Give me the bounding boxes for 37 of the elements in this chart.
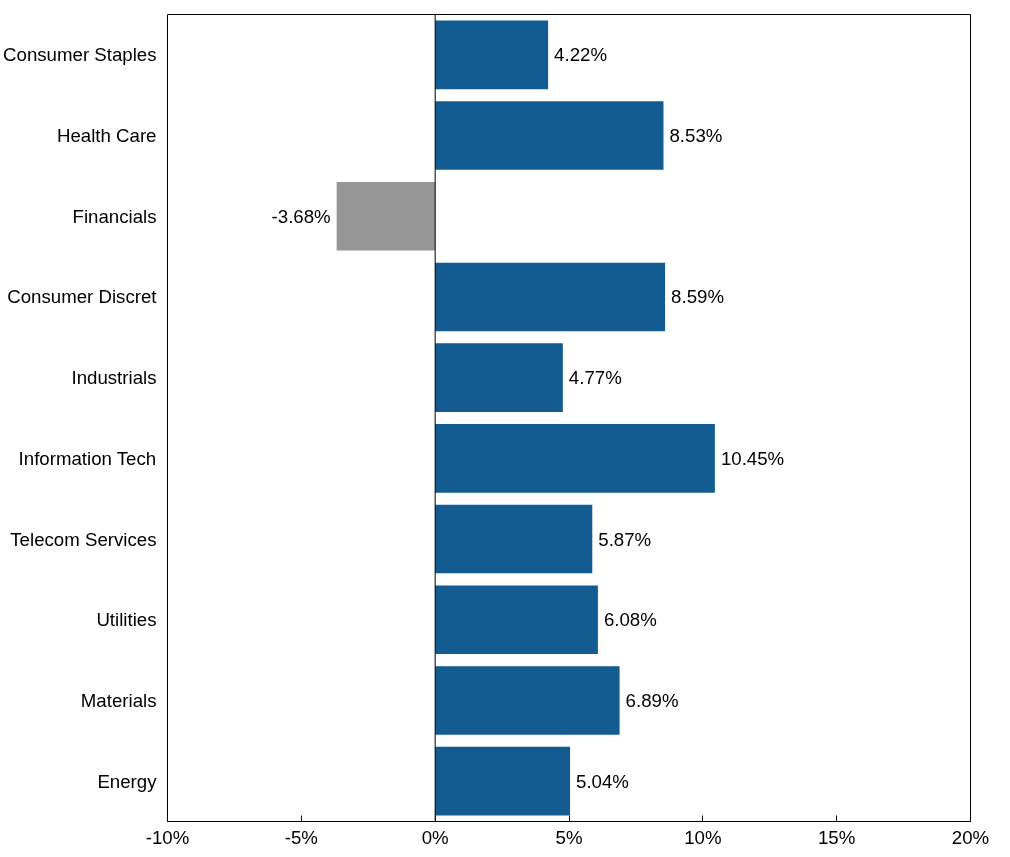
x-tick-label: -5% — [284, 826, 318, 848]
bar — [435, 262, 666, 332]
bar — [435, 101, 664, 170]
bar — [435, 666, 620, 735]
bar — [435, 746, 571, 816]
bar — [336, 181, 436, 251]
data-label: 8.53% — [669, 125, 723, 147]
data-label: 8.59% — [671, 286, 724, 308]
x-tick-label: 5% — [555, 826, 583, 848]
data-label: 5.04% — [576, 770, 629, 792]
bar — [435, 343, 563, 412]
data-label: 4.77% — [568, 367, 622, 389]
data-label: 10.45% — [720, 447, 785, 469]
bar — [435, 424, 715, 493]
data-label: 5.87% — [598, 528, 652, 550]
data-label: 6.89% — [625, 689, 679, 711]
y-tick-label: Telecom Services — [10, 528, 157, 550]
data-label: -3.68% — [271, 205, 331, 227]
bar — [435, 504, 593, 574]
x-tick-label: 15% — [818, 826, 856, 848]
y-tick-label: Utilities — [96, 609, 157, 631]
y-tick-label: Industrials — [71, 367, 157, 389]
y-tick-label: Materials — [80, 689, 157, 711]
data-label: 6.08% — [603, 609, 657, 631]
y-tick-label: Consumer Staples — [3, 44, 157, 66]
bar — [435, 585, 598, 655]
x-tick-label: 20% — [951, 826, 990, 848]
y-tick-label: Consumer Discret — [7, 286, 158, 308]
data-label: 4.22% — [554, 44, 608, 66]
x-tick-label: 10% — [684, 826, 722, 848]
x-tick-label: -10% — [145, 826, 190, 848]
bar — [435, 20, 549, 90]
y-tick-label: Information Tech — [18, 447, 157, 469]
y-tick-label: Financials — [72, 205, 157, 227]
y-tick-label: Health Care — [56, 125, 157, 147]
x-tick-label: 0% — [421, 826, 449, 848]
y-tick-label: Energy — [97, 770, 158, 792]
